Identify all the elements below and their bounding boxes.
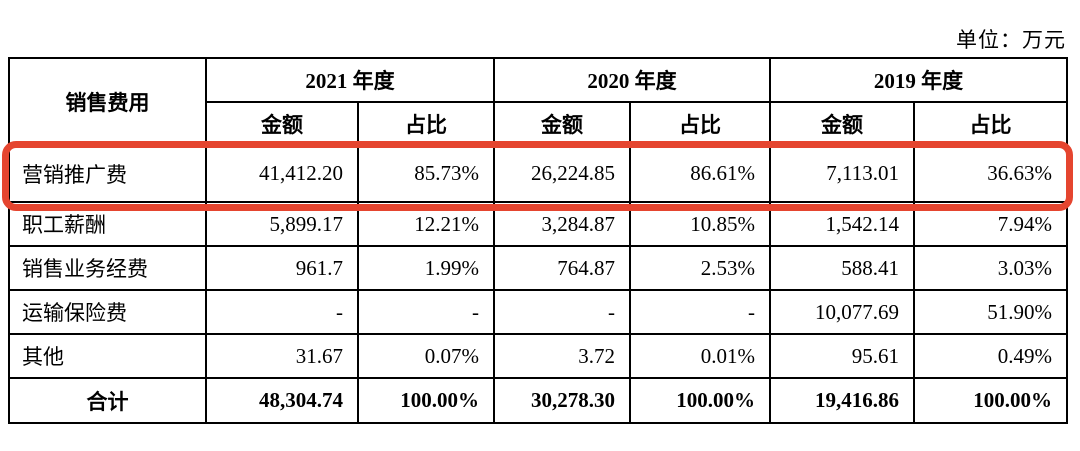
- table-cell: 5,899.17: [205, 201, 359, 247]
- table-cell: 31.67: [205, 333, 359, 379]
- table-cell: 588.41: [769, 245, 915, 291]
- year-header-2019: 2019 年度: [769, 57, 1068, 103]
- table-cell: -: [357, 289, 495, 335]
- table-cell: -: [629, 289, 771, 335]
- table-cell: 12.21%: [357, 201, 495, 247]
- table-row-marketing-promotion: 营销推广费 41,412.20 85.73% 26,224.85 86.61% …: [8, 144, 1068, 203]
- table-cell: 100.00%: [629, 377, 771, 424]
- year-header-row: 销售费用 2021 年度 2020 年度 2019 年度: [8, 57, 1068, 146]
- table-row-total: 合计 48,304.74 100.00% 30,278.30 100.00% 1…: [8, 377, 1068, 424]
- table-cell: 3,284.87: [493, 201, 631, 247]
- year-header-2020: 2020 年度: [493, 57, 771, 103]
- row-label: 营销推广费: [8, 144, 207, 203]
- table-cell: 3.03%: [913, 245, 1068, 291]
- year-header-2021: 2021 年度: [205, 57, 495, 103]
- table-cell: 95.61: [769, 333, 915, 379]
- table-row-sales-business-expense: 销售业务经费 961.7 1.99% 764.87 2.53% 588.41 3…: [8, 245, 1068, 291]
- row-label: 运输保险费: [8, 289, 207, 335]
- sub-header-ratio-2021: 占比: [357, 101, 495, 146]
- sub-header-amount-2019: 金额: [769, 101, 915, 146]
- row-label: 其他: [8, 333, 207, 379]
- table-cell: 764.87: [493, 245, 631, 291]
- table-cell: 0.49%: [913, 333, 1068, 379]
- table-cell: 26,224.85: [493, 144, 631, 203]
- table-cell: 51.90%: [913, 289, 1068, 335]
- table-cell: 41,412.20: [205, 144, 359, 203]
- table-row-staff-salary: 职工薪酬 5,899.17 12.21% 3,284.87 10.85% 1,5…: [8, 201, 1068, 247]
- sub-header-ratio-2019: 占比: [913, 101, 1068, 146]
- table-cell: 7,113.01: [769, 144, 915, 203]
- table-cell: 19,416.86: [769, 377, 915, 424]
- sub-header-amount-2021: 金额: [205, 101, 359, 146]
- table-cell: 10.85%: [629, 201, 771, 247]
- row-label: 职工薪酬: [8, 201, 207, 247]
- table-header: 销售费用 2021 年度 2020 年度 2019 年度 金额 占比 金额 占比…: [8, 57, 1068, 146]
- table-cell: 2.53%: [629, 245, 771, 291]
- sub-header-amount-2020: 金额: [493, 101, 631, 146]
- table-body: 营销推广费 41,412.20 85.73% 26,224.85 86.61% …: [8, 144, 1068, 424]
- table-cell: 3.72: [493, 333, 631, 379]
- corner-header-cell: 销售费用: [8, 57, 207, 146]
- table-cell: 961.7: [205, 245, 359, 291]
- table-cell: -: [205, 289, 359, 335]
- table-cell: 36.63%: [913, 144, 1068, 203]
- table-row-transport-insurance: 运输保险费 - - - - 10,077.69 51.90%: [8, 289, 1068, 335]
- table-cell: 7.94%: [913, 201, 1068, 247]
- total-label: 合计: [8, 377, 207, 424]
- table-cell: 86.61%: [629, 144, 771, 203]
- sales-expense-table: 销售费用 2021 年度 2020 年度 2019 年度 金额 占比 金额 占比…: [8, 57, 1068, 424]
- table-cell: 100.00%: [357, 377, 495, 424]
- table-cell: -: [493, 289, 631, 335]
- table-cell: 1.99%: [357, 245, 495, 291]
- table-cell: 0.07%: [357, 333, 495, 379]
- table-cell: 85.73%: [357, 144, 495, 203]
- table-cell: 10,077.69: [769, 289, 915, 335]
- table-cell: 30,278.30: [493, 377, 631, 424]
- table-cell: 0.01%: [629, 333, 771, 379]
- row-label: 销售业务经费: [8, 245, 207, 291]
- table-row-other: 其他 31.67 0.07% 3.72 0.01% 95.61 0.49%: [8, 333, 1068, 379]
- table-cell: 100.00%: [913, 377, 1068, 424]
- sub-header-ratio-2020: 占比: [629, 101, 771, 146]
- table-cell: 1,542.14: [769, 201, 915, 247]
- table-cell: 48,304.74: [205, 377, 359, 424]
- unit-label: 单位：万元: [956, 28, 1066, 52]
